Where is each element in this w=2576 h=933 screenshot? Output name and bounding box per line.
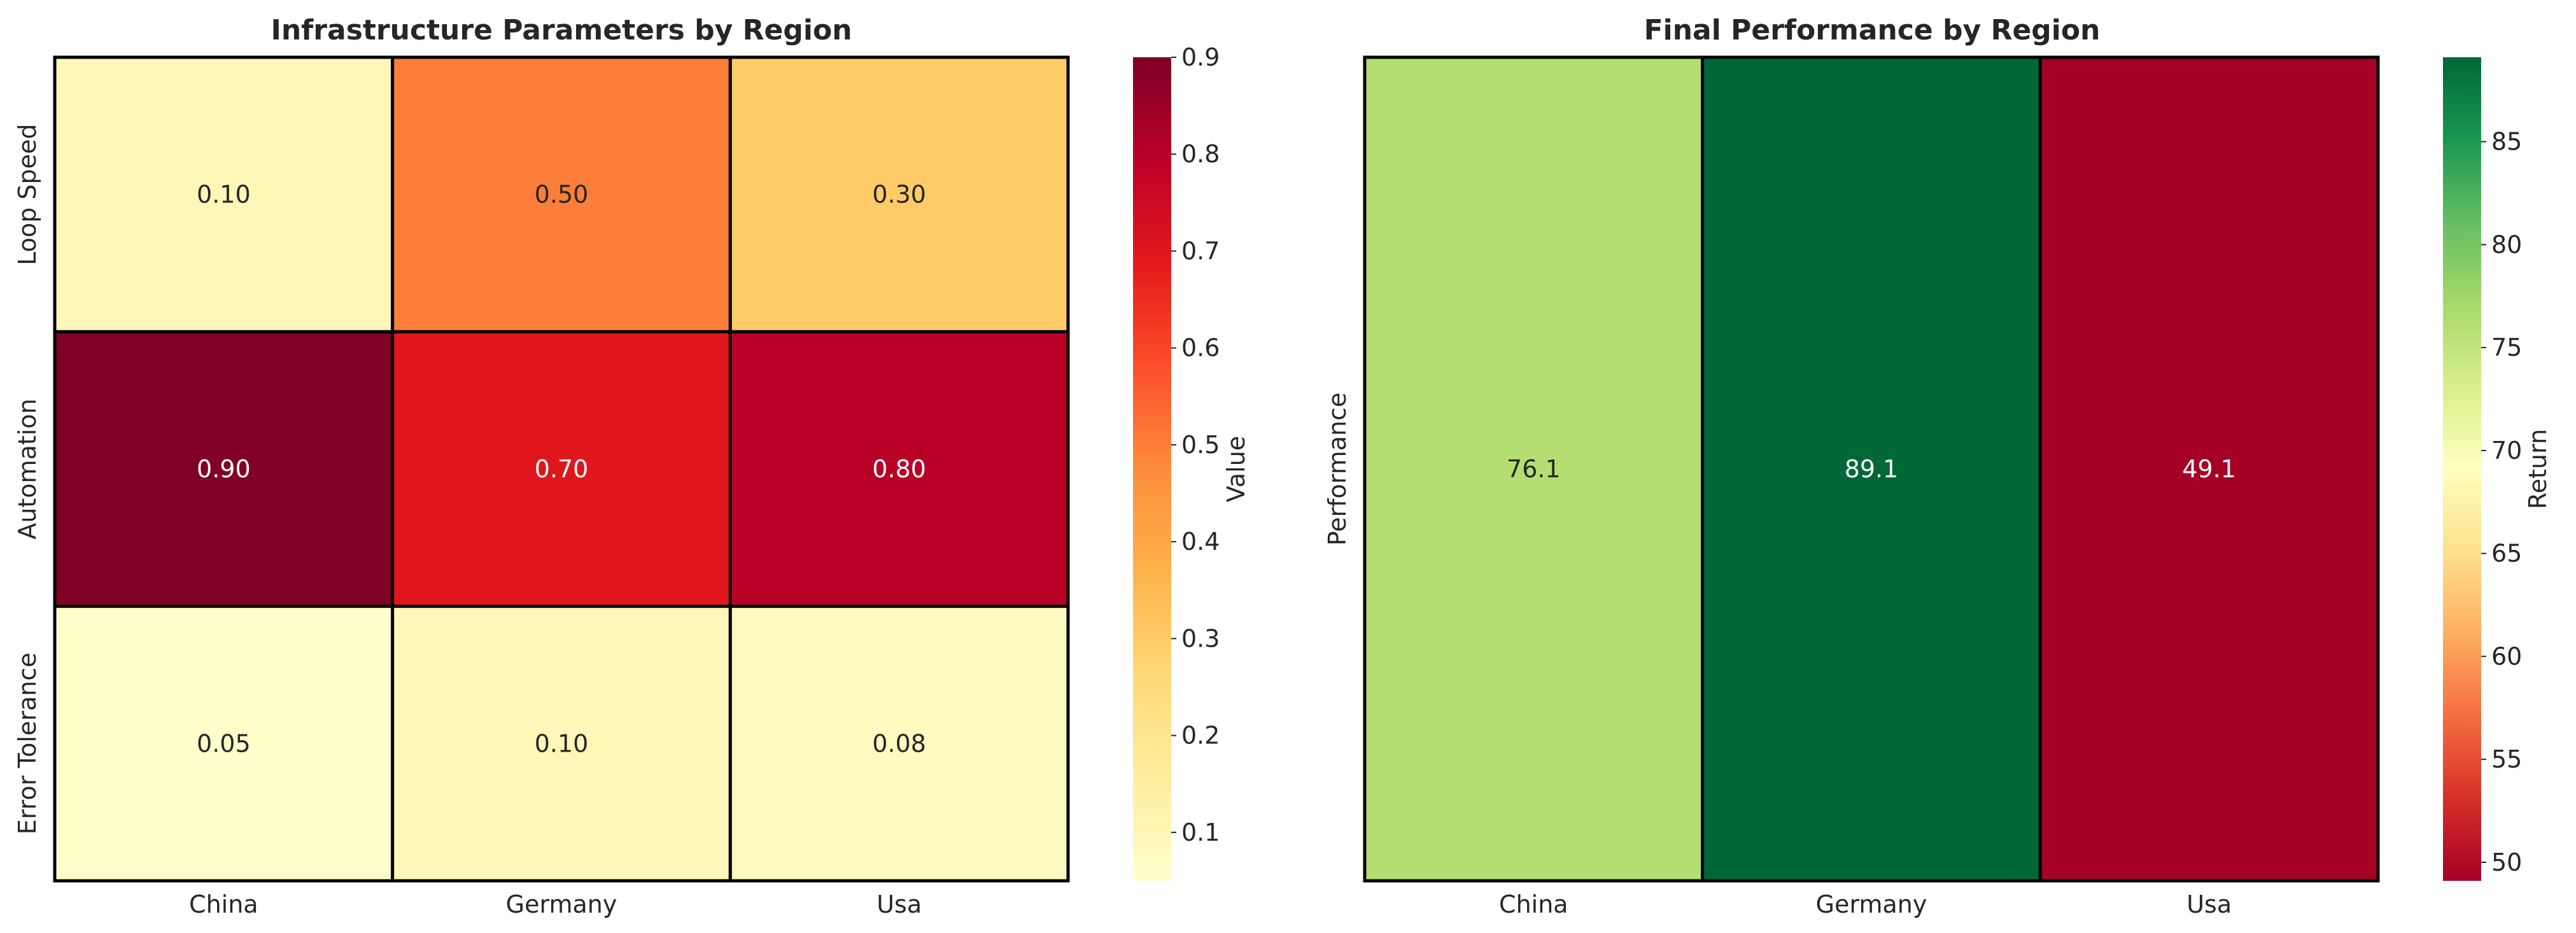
- heatmap-performance: Final Performance by Region 76.1 89.1 49.1…: [1323, 14, 2552, 918]
- plot-frame: [53, 56, 1069, 882]
- colorbar-tick-label: 0.7: [1181, 237, 1220, 265]
- colorbar: [2443, 57, 2481, 881]
- x-tick-label: China: [189, 890, 258, 918]
- heatmap-cell: [728, 330, 1070, 608]
- colorbar-tick-label: 0.1: [1181, 818, 1220, 846]
- heatmap-cell: [53, 330, 395, 608]
- y-tick-label: Performance: [1323, 393, 1351, 546]
- cell-annotation: 0.10: [197, 181, 251, 209]
- colorbar-tick-label: 0.9: [1181, 43, 1220, 71]
- chart-title: Final Performance by Region: [1644, 14, 2101, 46]
- colorbar-tick-label: 60: [2491, 642, 2522, 670]
- colorbar-tick-label: 55: [2491, 745, 2522, 773]
- heatmap-cell: [2038, 55, 2380, 883]
- colorbar-tick-label: 0.6: [1181, 334, 1220, 362]
- y-tick-label: Loop Speed: [13, 124, 41, 265]
- chart-title: Infrastructure Parameters by Region: [271, 14, 852, 46]
- colorbar-tick-label: 75: [2491, 333, 2522, 361]
- cell-annotation: 0.50: [535, 181, 589, 209]
- cell-annotation: 89.1: [1845, 455, 1899, 483]
- cell-annotation: 76.1: [1507, 455, 1561, 483]
- heatmap-cell: [53, 55, 395, 333]
- cell-annotation: 0.30: [872, 181, 926, 209]
- colorbar-tick-label: 85: [2491, 128, 2522, 156]
- heatmap-cell: [391, 55, 732, 333]
- colorbar: [1133, 57, 1171, 881]
- plot-frame: [1363, 56, 2379, 882]
- colorbar-tick-label: 0.5: [1181, 431, 1220, 459]
- colorbar-tick-label: 0.8: [1181, 140, 1220, 168]
- heatmap-cell: [391, 330, 732, 608]
- x-tick-label: Germany: [1816, 890, 1927, 918]
- colorbar-tick-label: 70: [2491, 437, 2522, 465]
- colorbar-tick-label: 0.4: [1181, 528, 1220, 556]
- cell-annotation: 0.70: [535, 455, 589, 483]
- y-tick-label: Automation: [13, 398, 41, 539]
- colorbar-tick-label: 0.3: [1181, 624, 1220, 652]
- heatmap-cell: [391, 605, 732, 883]
- x-tick-label: Usa: [2186, 890, 2232, 918]
- heatmap-infrastructure: Infrastructure Parameters by Region 0.10…: [13, 14, 1250, 918]
- cell-annotation: 49.1: [2182, 455, 2236, 483]
- cell-annotation: 0.10: [535, 729, 589, 757]
- colorbar-label: Return: [2524, 429, 2552, 509]
- cell-annotation: 0.90: [197, 455, 251, 483]
- colorbar-tick-label: 80: [2491, 230, 2522, 258]
- x-tick-label: Germany: [506, 890, 617, 918]
- x-tick-label: China: [1499, 890, 1568, 918]
- colorbar-label: Value: [1222, 436, 1250, 502]
- cell-annotation: 0.80: [872, 455, 926, 483]
- colorbar-tick-label: 65: [2491, 540, 2522, 568]
- colorbar-tick-label: 0.2: [1181, 722, 1220, 750]
- heatmap-cell: [1701, 55, 2042, 883]
- cell-annotation: 0.05: [197, 729, 251, 757]
- heatmap-cell: [1363, 55, 1705, 883]
- cell-annotation: 0.08: [872, 729, 926, 757]
- y-tick-label: Error Tolerance: [13, 652, 41, 834]
- colorbar-tick-label: 50: [2491, 848, 2522, 876]
- x-tick-label: Usa: [876, 890, 922, 918]
